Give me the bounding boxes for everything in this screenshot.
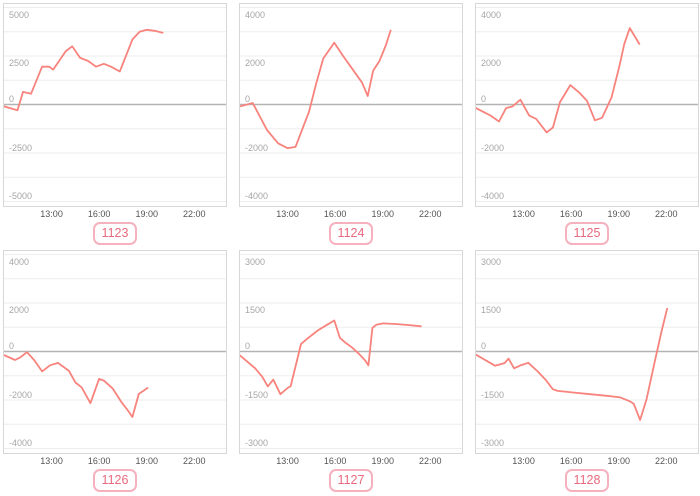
badge-row: 1127 <box>239 469 463 492</box>
y-axis-label: 3000 <box>481 256 502 267</box>
chart-panel: 3000 1500 0 -1500 -3000 <box>239 250 463 454</box>
series-line <box>240 29 392 150</box>
x-axis-tick-label: 16:00 <box>323 456 347 466</box>
x-axis: 13:00 16:00 19:00 22:00 <box>475 456 699 468</box>
chart-panel: 4000 2000 0 -2000 -4000 <box>239 3 463 207</box>
x-axis-tick-label: 19:00 <box>371 209 394 219</box>
x-axis: 13:00 16:00 19:00 22:00 <box>239 209 463 221</box>
x-axis: 13:00 16:00 19:00 22:00 <box>3 209 227 221</box>
chart-id-badge[interactable]: 1128 <box>564 469 610 492</box>
x-axis-tick-label: 16:00 <box>87 456 111 466</box>
series-plot <box>4 7 226 202</box>
series-plot <box>476 7 698 202</box>
x-axis-tick-label: 19:00 <box>135 456 158 466</box>
y-axis-label: -2000 <box>245 142 269 153</box>
y-axis-label: 0 <box>481 94 487 104</box>
y-axis-label: -4000 <box>245 191 269 201</box>
y-axis-label: 4000 <box>9 256 30 267</box>
y-axis-label: -2500 <box>9 142 33 153</box>
y-axis-label: 0 <box>245 94 251 104</box>
chart-id-badge[interactable]: 1125 <box>564 222 610 245</box>
chart-cell: 5000 2500 0 -2500 -5000 13:00 16:00 19:00 22:00 1… <box>3 3 227 245</box>
x-axis-tick-label: 22:00 <box>655 209 678 219</box>
y-axis-label: 2000 <box>481 58 502 68</box>
y-axis-label: 4000 <box>245 9 266 20</box>
x-axis-tick-label: 22:00 <box>183 209 206 219</box>
chart-panel: 4000 2000 0 -2000 -4000 <box>475 3 699 207</box>
series-line <box>240 319 422 396</box>
y-axis-label: 4000 <box>481 9 502 20</box>
chart-panel: 3000 1500 0 -1500 -3000 <box>475 250 699 454</box>
chart-cell: 4000 2000 0 -2000 -4000 13:00 16:00 19:00 22:00 1… <box>3 250 227 492</box>
x-axis-tick-label: 13:00 <box>512 456 535 466</box>
x-axis-tick-label: 13:00 <box>276 456 299 466</box>
x-axis-tick-label: 22:00 <box>419 209 442 219</box>
badge-row: 1125 <box>475 222 699 245</box>
series-line <box>476 27 641 134</box>
chart-panel: 4000 2000 0 -2000 -4000 <box>3 250 227 454</box>
y-axis-label: -3000 <box>245 438 269 448</box>
x-axis-tick-label: 16:00 <box>323 209 347 219</box>
y-axis-label: 1500 <box>481 305 502 315</box>
y-axis-label: 0 <box>481 341 487 351</box>
chart-cell: 3000 1500 0 -1500 -3000 13:00 16:00 19:00 22:00 1… <box>475 250 699 492</box>
x-axis-tick-label: 22:00 <box>183 456 206 466</box>
chart-id-badge[interactable]: 1127 <box>328 469 374 492</box>
x-axis-tick-label: 19:00 <box>371 456 394 466</box>
chart-cell: 4000 2000 0 -2000 -4000 13:00 16:00 19:00 22:00 1… <box>475 3 699 245</box>
x-axis-tick-label: 13:00 <box>40 209 63 219</box>
series-plot <box>240 7 462 202</box>
chart-panel: 5000 2500 0 -2500 -5000 <box>3 3 227 207</box>
chart-id-badge[interactable]: 1124 <box>328 222 374 245</box>
x-axis-tick-label: 22:00 <box>419 456 442 466</box>
y-axis-label: -5000 <box>9 191 33 201</box>
x-axis-tick-label: 22:00 <box>655 456 678 466</box>
y-axis-label: 2000 <box>245 58 266 68</box>
badge-row: 1126 <box>3 469 227 492</box>
x-axis-tick-label: 16:00 <box>559 456 583 466</box>
series-plot <box>476 254 698 449</box>
x-axis-tick-label: 13:00 <box>276 209 299 219</box>
y-axis-label: 0 <box>245 341 251 351</box>
series-plot <box>240 254 462 449</box>
y-axis-label: -4000 <box>481 191 505 201</box>
x-axis-tick-label: 13:00 <box>40 456 63 466</box>
x-axis-tick-label: 19:00 <box>135 209 158 219</box>
y-axis-label: 2000 <box>9 305 30 315</box>
y-axis-label: 3000 <box>245 256 266 267</box>
x-axis-tick-label: 13:00 <box>512 209 535 219</box>
x-axis: 13:00 16:00 19:00 22:00 <box>475 209 699 221</box>
y-axis-label: 5000 <box>9 9 30 20</box>
badge-row: 1124 <box>239 222 463 245</box>
y-axis-label: 1500 <box>245 305 266 315</box>
x-axis: 13:00 16:00 19:00 22:00 <box>3 456 227 468</box>
y-axis-label: 0 <box>9 94 15 104</box>
chart-cell: 4000 2000 0 -2000 -4000 13:00 16:00 19:00 22:00 1… <box>239 3 463 245</box>
y-axis-label: -2000 <box>9 389 33 400</box>
chart-cell: 3000 1500 0 -1500 -3000 13:00 16:00 19:00 22:00 1… <box>239 250 463 492</box>
y-axis-label: -1500 <box>245 389 269 400</box>
series-line <box>4 28 164 112</box>
badge-row: 1123 <box>3 222 227 245</box>
y-axis-label: -2000 <box>481 142 505 153</box>
series-plot <box>4 254 226 449</box>
x-axis: 13:00 16:00 19:00 22:00 <box>239 456 463 468</box>
series-line <box>476 307 669 421</box>
chart-id-badge[interactable]: 1126 <box>92 469 138 492</box>
x-axis-tick-label: 19:00 <box>607 456 630 466</box>
series-line <box>4 351 149 418</box>
badge-row: 1128 <box>475 469 699 492</box>
y-axis-label: 0 <box>9 341 15 351</box>
x-axis-tick-label: 19:00 <box>607 209 630 219</box>
x-axis-tick-label: 16:00 <box>559 209 583 219</box>
y-axis-label: 2500 <box>9 58 30 68</box>
y-axis-label: -3000 <box>481 438 505 448</box>
y-axis-label: -1500 <box>481 389 505 400</box>
y-axis-label: -4000 <box>9 438 33 448</box>
chart-id-badge[interactable]: 1123 <box>92 222 138 245</box>
x-axis-tick-label: 16:00 <box>87 209 111 219</box>
